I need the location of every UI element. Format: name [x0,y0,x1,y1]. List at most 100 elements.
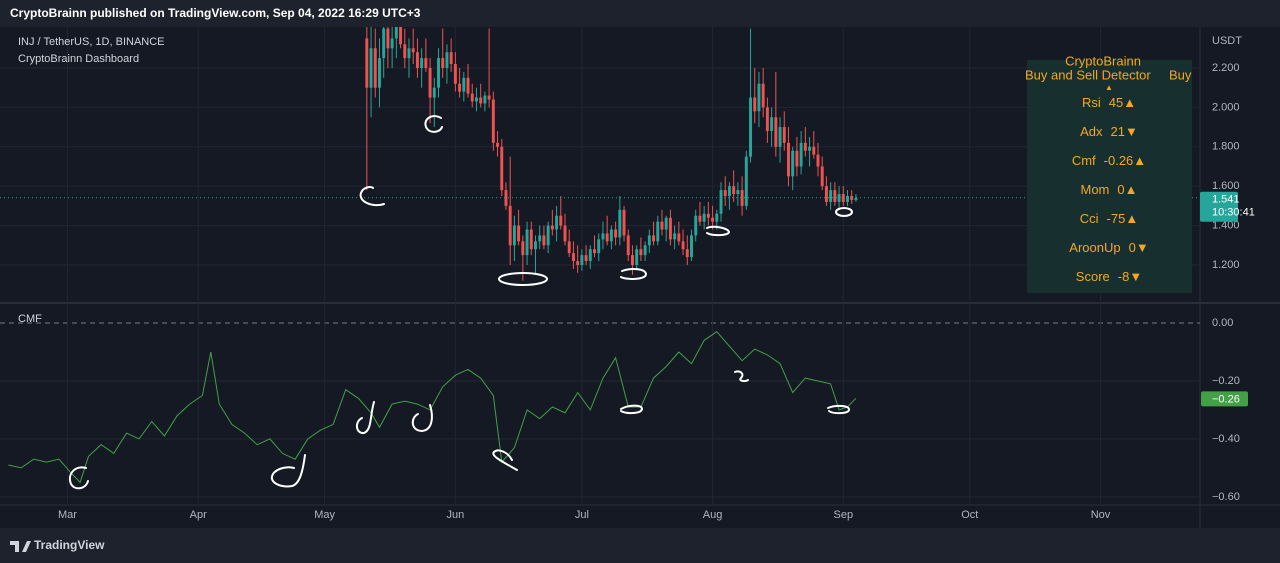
candle-body [841,194,845,202]
x-tick-label: Sep [833,509,853,521]
candle-body [765,107,769,132]
cmf-line [8,331,857,484]
symbol-title: INJ / TetherUS, 1D, BINANCE [18,36,165,48]
candle-body [449,52,453,65]
candle-body [508,205,512,246]
candle-body [690,235,693,258]
cmf-pane [8,331,857,484]
x-tick-label: May [314,509,335,521]
annotation [69,466,89,490]
candle-body [706,213,710,218]
dashboard-background [1027,60,1192,293]
dashboard: CryptoBrainn Buy and Sell Detector Buy ▲… [1025,53,1192,293]
cmf-title: CMF [18,313,42,325]
candle-body [850,196,854,200]
candle-body [462,77,466,92]
candle-body [491,99,495,143]
candle-body [555,215,559,230]
candle-body [685,249,689,258]
candle-body [369,48,373,88]
candle-body [474,97,478,102]
row-label: AroonUp [1069,240,1120,255]
dashboard-signal-arrow: ▲ [1105,83,1113,92]
row-label: Mom [1081,182,1110,197]
y-tick-label: 1.600 [1212,180,1240,192]
row-label: Cmf [1072,153,1096,168]
grid [0,27,1200,505]
candle-body [420,58,424,68]
row-label: Score [1076,269,1110,284]
candle-body [770,117,774,132]
dashboard-title: CryptoBrainn [1065,53,1141,68]
row-value: -75 [1107,211,1126,226]
candle-body [517,225,521,242]
candle-body [605,233,609,242]
candle-body [744,156,748,206]
candle-body [782,127,786,143]
header-bar [0,0,1280,27]
candle-body [378,58,381,88]
candle-body [584,255,588,262]
candle-body [816,154,820,167]
candle-body [601,233,605,240]
candle-body [749,97,753,157]
row-arrow: ▲ [1123,95,1136,110]
row-value: 0 [1117,182,1124,197]
y-tick-label: −0.60 [1212,491,1240,503]
footer-logo [10,541,31,552]
candle-body [727,186,731,197]
candle-body [382,28,386,59]
annotation [411,404,433,433]
annotation [498,272,548,286]
x-tick-label: Nov [1091,509,1111,521]
y-tick-label: 0.00 [1212,317,1233,329]
hand-annotations [69,115,853,490]
candle-body [437,58,440,88]
dashboard-row: Cmf -0.26▲ [1072,153,1146,168]
annotation [620,268,648,280]
last-price-label: 1.541 [1212,194,1240,206]
candle-body [820,166,824,187]
candle-body [386,28,390,49]
y-tick-label: 1.200 [1212,259,1240,271]
candle-body [668,217,672,240]
candle-body [647,235,651,246]
candle-body [559,215,563,226]
candle-body [635,249,639,265]
candle-body [538,235,542,242]
candle-body [761,83,765,108]
dashboard-row: Mom 0▲ [1081,182,1138,197]
candle-body [711,217,715,222]
candle-body [597,239,601,254]
y-tick-label: 2.200 [1212,62,1240,74]
row-value: -0.26 [1104,153,1134,168]
candle-body [445,52,449,68]
candle-body [479,97,483,104]
x-tick-label: Jun [447,509,465,521]
candle-body [512,225,516,246]
candle-body [643,245,647,256]
candle-body [441,58,445,68]
candle-body [500,146,504,191]
annotation [356,401,375,435]
candle-body [618,209,622,238]
x-tick-label: Aug [703,509,723,521]
candle-body [660,221,664,230]
candle-body [571,253,575,262]
candle-body [656,221,660,242]
candle-body [639,249,643,256]
candle-body [496,142,500,147]
candle-body [407,48,411,59]
row-arrow: ▼ [1125,124,1138,139]
candle-body [740,190,744,206]
candle-body [424,58,428,68]
candle-body [567,241,571,254]
candle-body [812,146,816,155]
annotation [270,454,306,488]
candle-body [698,215,702,222]
row-value: 0 [1129,240,1136,255]
x-tick-label: Jul [575,509,589,521]
candle-body [550,225,554,230]
y-tick-label: −0.40 [1212,433,1240,445]
